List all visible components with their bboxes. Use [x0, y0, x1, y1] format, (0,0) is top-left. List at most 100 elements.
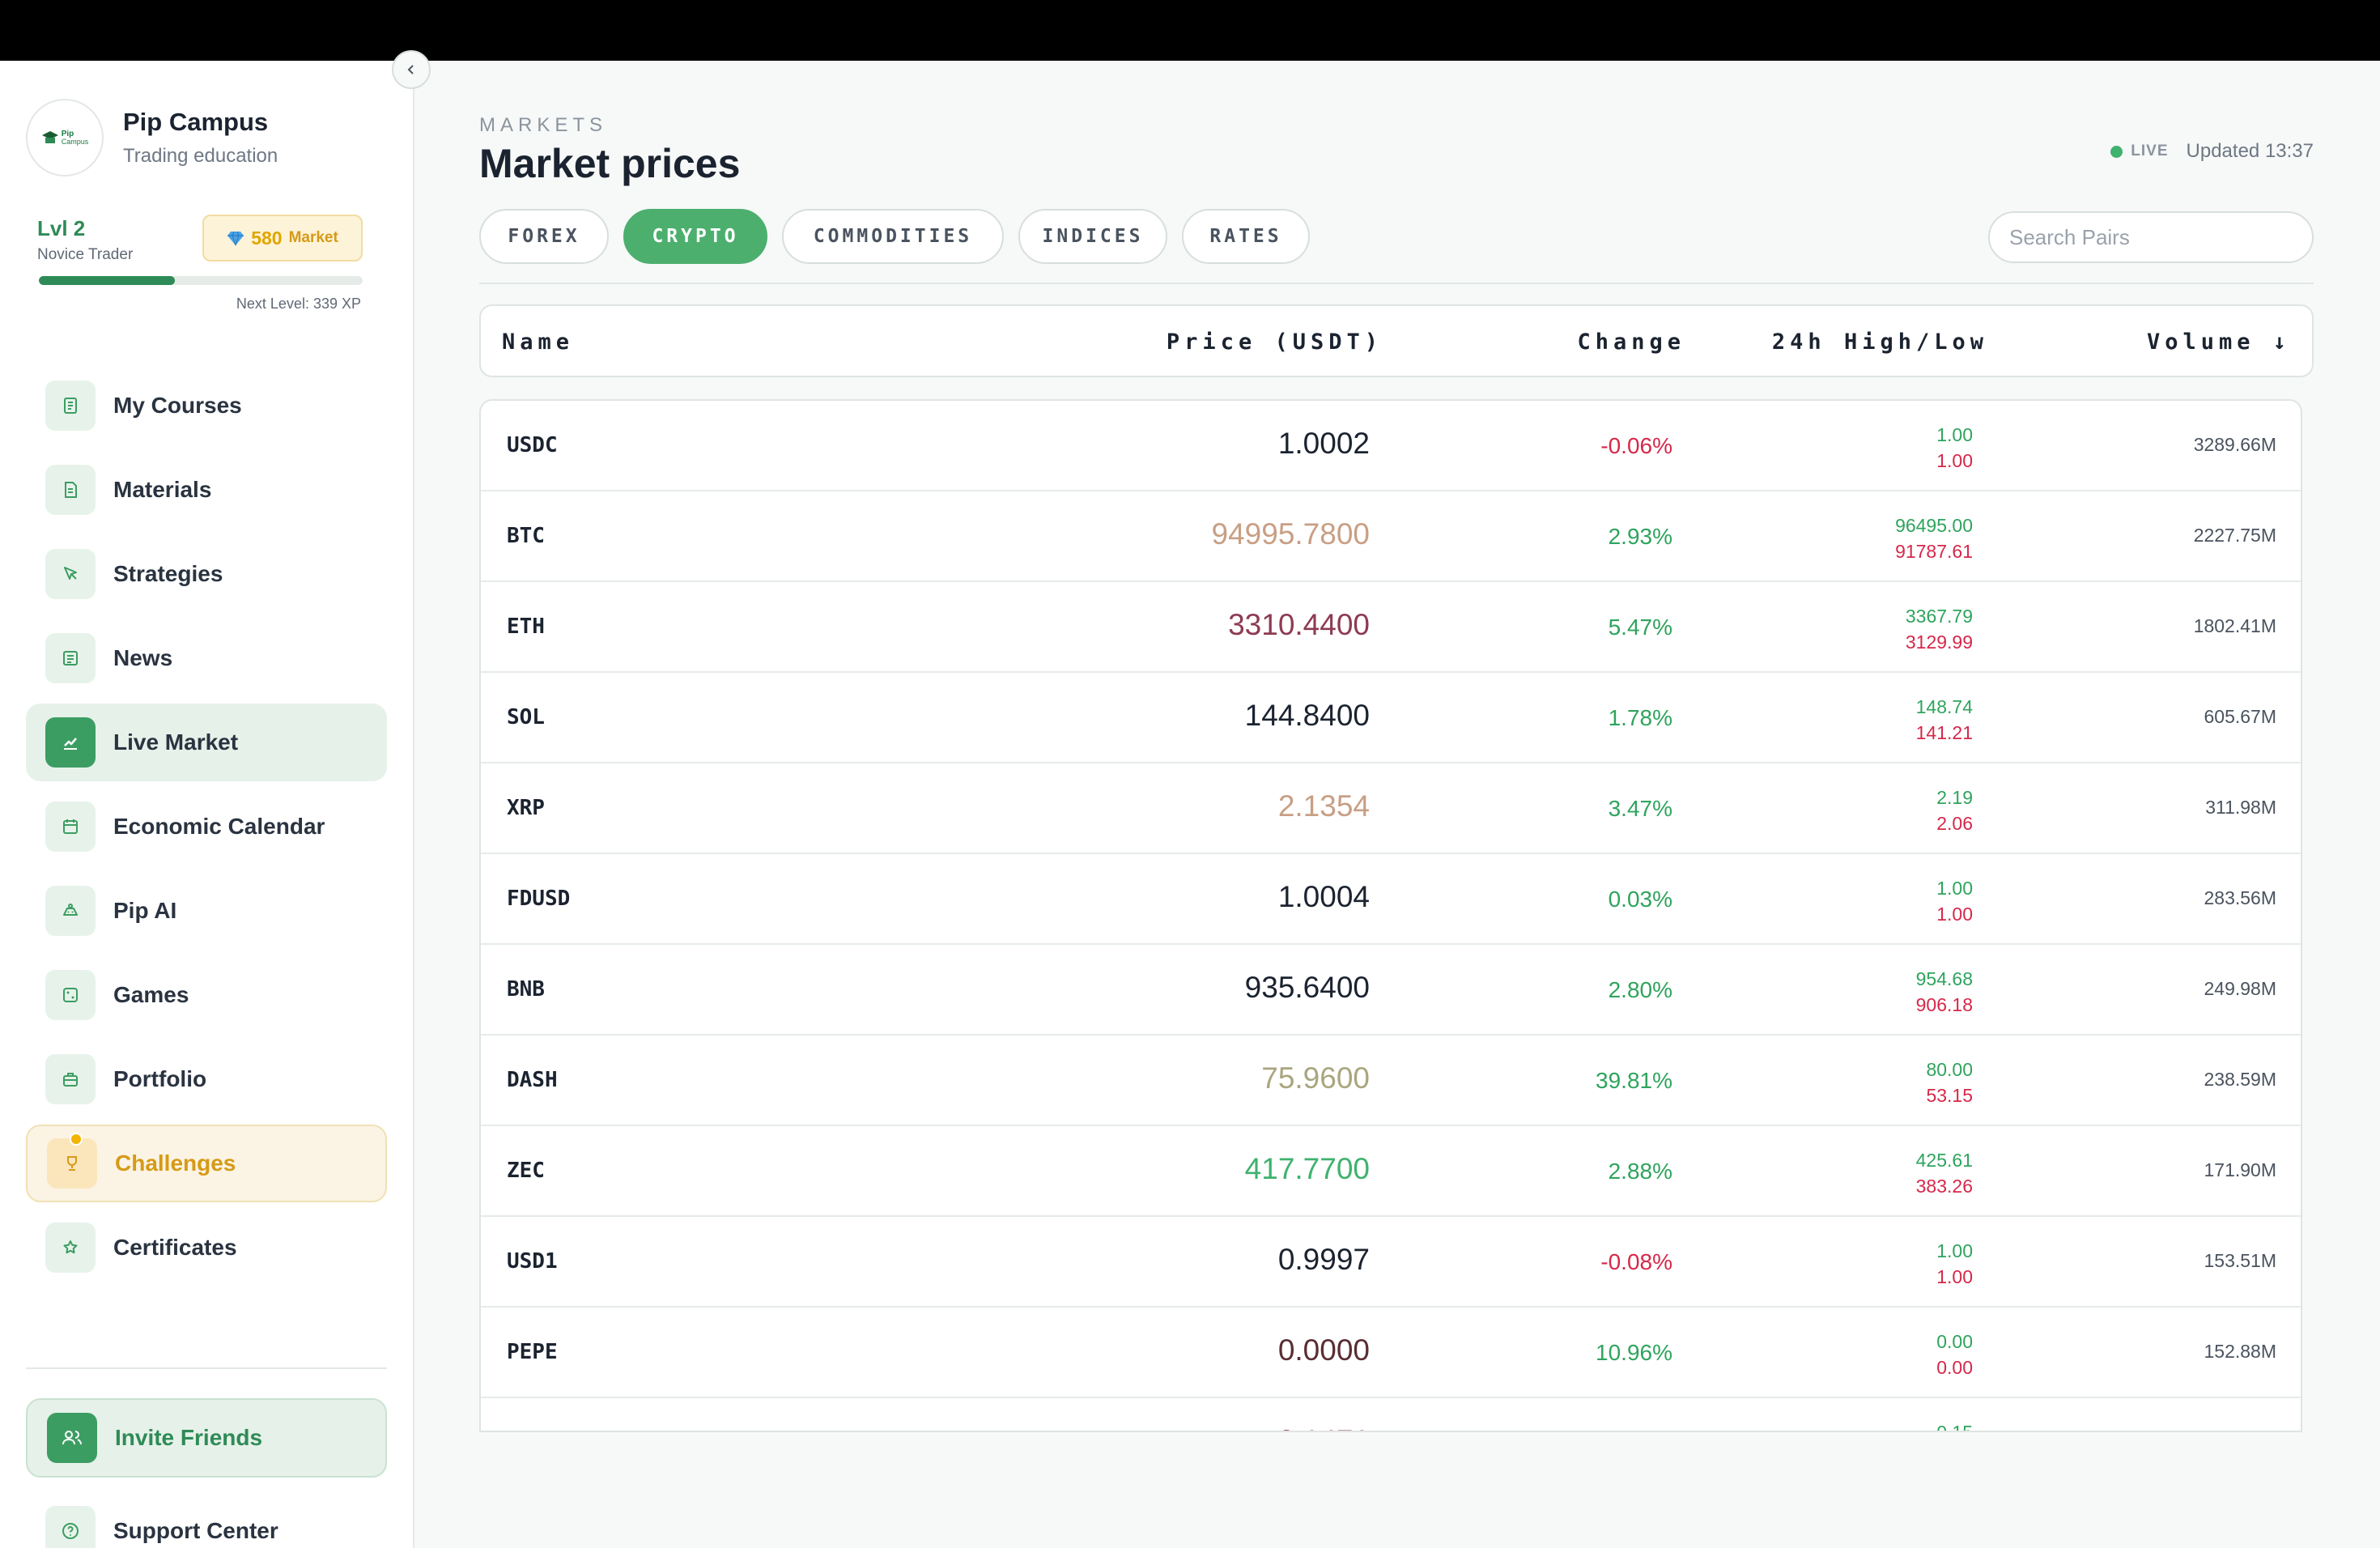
table-row[interactable]: ZEC 417.7700 2.88% 425.61 383.26 171.90M [481, 1126, 2301, 1217]
pair-high: 954.68 [1915, 968, 1973, 989]
pair-high-low: 425.61 383.26 [1916, 1147, 1973, 1199]
market-points-badge[interactable]: 580 Market [202, 215, 363, 262]
sidebar-item-materials[interactable]: Materials [26, 451, 387, 529]
support-center-label: Support Center [113, 1518, 278, 1543]
pair-high: 0.00 [1936, 1331, 1973, 1352]
live-label: LIVE [2131, 142, 2169, 159]
pair-high: 3367.79 [1905, 606, 1973, 627]
sidebar-item-label: Live Market [113, 729, 239, 755]
logo-text: Pip [61, 129, 74, 138]
pair-volume: 283.56M [2204, 887, 2276, 908]
table-row[interactable]: USD1 0.9997 -0.08% 1.00 1.00 153.51M [481, 1217, 2301, 1308]
column-header-price[interactable]: Price (USDT) [1166, 330, 1383, 355]
tab-crypto[interactable]: CRYPTO [623, 209, 767, 264]
pair-volume: 311.98M [2205, 797, 2276, 818]
sidebar-divider [26, 1367, 387, 1369]
pair-change: -0.08% [1600, 1249, 1672, 1274]
pair-low: 3129.99 [1905, 632, 1973, 653]
table-row[interactable]: XRP 2.1354 3.47% 2.19 2.06 311.98M [481, 763, 2301, 854]
sidebar-item-label: My Courses [113, 393, 242, 418]
level-rank: Novice Trader [37, 246, 134, 263]
pair-name: SOL [507, 705, 545, 729]
pair-change: 0.03% [1608, 887, 1672, 912]
sidebar-item-certificates[interactable]: Certificates [26, 1209, 387, 1286]
pair-high-low: 1.00 1.00 [1936, 875, 1973, 927]
table-row[interactable]: 0.1471 0.15 [481, 1398, 2301, 1432]
brand-name: Pip Campus [123, 108, 269, 136]
pair-change: 2.80% [1608, 977, 1672, 1002]
sidebar-item-live-market[interactable]: Live Market [26, 704, 387, 781]
pair-low: 0.00 [1936, 1357, 1973, 1378]
level-progress-bar [39, 276, 363, 285]
sidebar-item-news[interactable]: News [26, 619, 387, 697]
support-center-link[interactable]: Support Center [26, 1492, 387, 1548]
table-row[interactable]: USDC 1.0002 -0.06% 1.00 1.00 3289.66M [481, 401, 2301, 491]
pair-high: 148.74 [1915, 696, 1973, 717]
table-row[interactable]: DASH 75.9600 39.81% 80.00 53.15 238.59M [481, 1036, 2301, 1126]
book-icon [45, 381, 96, 431]
table-row[interactable]: FDUSD 1.0004 0.03% 1.00 1.00 283.56M [481, 854, 2301, 945]
invite-friends-label: Invite Friends [115, 1425, 263, 1450]
table-row[interactable]: ETH 3310.4400 5.47% 3367.79 3129.99 1802.41M [481, 582, 2301, 673]
pair-high: 96495.00 [1895, 515, 1973, 536]
sidebar-item-strategies[interactable]: Strategies [26, 535, 387, 613]
sidebar-item-label: Strategies [113, 561, 223, 586]
level-progress-fill [39, 276, 175, 285]
sidebar-item-challenges[interactable]: Challenges [26, 1125, 387, 1202]
pair-high-low: 80.00 53.15 [1926, 1057, 1973, 1108]
pair-high-low: 1.00 1.00 [1936, 1238, 1973, 1290]
pair-high: 1.00 [1936, 878, 1973, 899]
pair-volume: 153.51M [2204, 1250, 2276, 1271]
chevron-left-icon [407, 65, 414, 74]
invite-friends-button[interactable]: Invite Friends [26, 1398, 387, 1478]
pair-price: 0.1471 [1278, 1424, 1370, 1431]
table-header: Name Price (USDT) Change 24h High/Low Vo… [479, 304, 2314, 377]
points-value: 580 [251, 227, 283, 249]
pair-high-low: 2.19 2.06 [1936, 785, 1973, 836]
pair-name: BNB [507, 977, 545, 1002]
pair-low: 53.15 [1926, 1085, 1973, 1106]
brand[interactable]: Pip Campus Pip Campus Trading education [26, 99, 278, 176]
search-pairs-input[interactable] [1988, 211, 2314, 263]
pair-high-low: 3367.79 3129.99 [1906, 603, 1973, 655]
pair-high-low: 148.74 141.21 [1916, 694, 1973, 746]
pair-price: 0.0000 [1277, 1333, 1370, 1367]
logo: Pip Campus [26, 99, 104, 176]
window-top-bar [0, 0, 2380, 61]
pair-high: 1.00 [1936, 1240, 1973, 1261]
pair-name: XRP [507, 796, 545, 820]
tab-indices[interactable]: INDICES [1018, 209, 1167, 264]
sidebar-item-pip-ai[interactable]: Pip AI [26, 872, 387, 950]
cursor-icon [45, 549, 96, 599]
pair-price: 94995.7800 [1211, 517, 1370, 551]
pair-low: 1.00 [1936, 450, 1973, 471]
column-header-change[interactable]: Change [1577, 330, 1685, 355]
tab-rates[interactable]: RATES [1182, 209, 1310, 264]
column-header-high-low[interactable]: 24h High/Low [1771, 330, 1988, 355]
live-status: LIVE Updated 13:37 [2110, 140, 2314, 163]
tab-commodities[interactable]: COMMODITIES [782, 209, 1004, 264]
table-row[interactable]: SOL 144.8400 1.78% 148.74 141.21 605.67M [481, 673, 2301, 763]
pair-volume: 171.90M [2204, 1159, 2276, 1180]
graduation-cap-icon [41, 131, 58, 143]
column-header-name[interactable]: Name [502, 330, 575, 355]
pair-price: 2.1354 [1277, 789, 1370, 823]
table-row[interactable]: BTC 94995.7800 2.93% 96495.00 91787.61 2227.7… [481, 491, 2301, 582]
pair-price: 1.0004 [1277, 880, 1370, 913]
pair-price: 0.9997 [1277, 1243, 1370, 1276]
collapse-sidebar-button[interactable] [392, 50, 431, 89]
sidebar-item-label: Portfolio [113, 1066, 207, 1091]
sidebar-item-economic-calendar[interactable]: Economic Calendar [26, 788, 387, 865]
pair-high: 0.15 [1936, 1422, 1973, 1432]
sidebar-item-games[interactable]: Games [26, 956, 387, 1034]
sidebar-item-label: Challenges [115, 1150, 236, 1176]
table-row[interactable]: PEPE 0.0000 10.96% 0.00 0.00 152.88M [481, 1308, 2301, 1398]
pair-price: 935.6400 [1244, 971, 1370, 1004]
pair-name: USD1 [507, 1249, 558, 1274]
table-row[interactable]: BNB 935.6400 2.80% 954.68 906.18 249.98M [481, 945, 2301, 1036]
column-header-volume[interactable]: Volume ↓ [2146, 330, 2291, 355]
pair-low: 383.26 [1915, 1176, 1973, 1197]
tab-forex[interactable]: FOREX [479, 209, 609, 264]
sidebar-item-portfolio[interactable]: Portfolio [26, 1040, 387, 1118]
sidebar-item-my-courses[interactable]: My Courses [26, 367, 387, 444]
